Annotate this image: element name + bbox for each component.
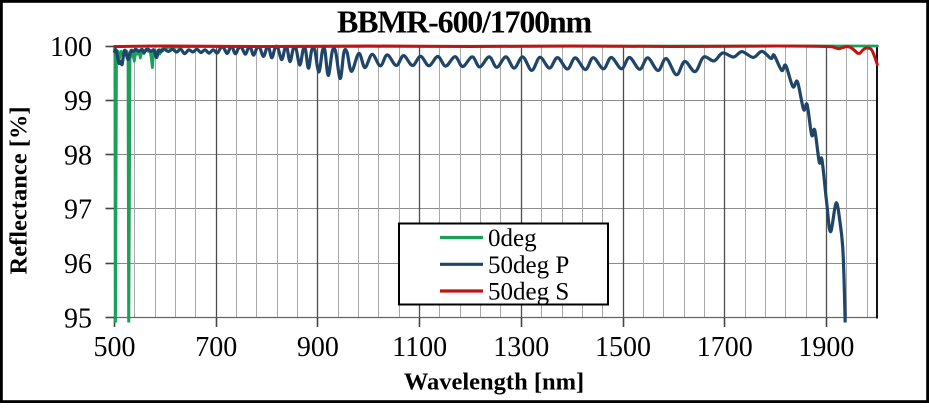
- svg-text:1300: 1300: [493, 332, 549, 363]
- svg-text:97: 97: [64, 195, 92, 226]
- svg-text:500: 500: [94, 332, 136, 363]
- svg-text:700: 700: [195, 332, 237, 363]
- svg-text:1700: 1700: [697, 332, 753, 363]
- svg-text:50deg S: 50deg S: [488, 279, 569, 306]
- svg-text:1100: 1100: [392, 332, 447, 363]
- svg-text:96: 96: [64, 249, 92, 280]
- svg-text:1900: 1900: [798, 332, 854, 363]
- svg-text:50deg P: 50deg P: [488, 252, 569, 279]
- svg-text:Wavelength [nm]: Wavelength [nm]: [404, 369, 584, 396]
- svg-text:98: 98: [64, 140, 92, 171]
- svg-text:900: 900: [297, 332, 339, 363]
- svg-text:BBMR-600/1700nm: BBMR-600/1700nm: [337, 4, 593, 40]
- svg-text:Reflectance [%]: Reflectance [%]: [6, 106, 33, 274]
- svg-text:0deg: 0deg: [488, 225, 537, 252]
- svg-text:1500: 1500: [595, 332, 651, 363]
- svg-text:95: 95: [64, 303, 92, 334]
- svg-text:100: 100: [50, 32, 92, 63]
- svg-text:99: 99: [64, 86, 92, 117]
